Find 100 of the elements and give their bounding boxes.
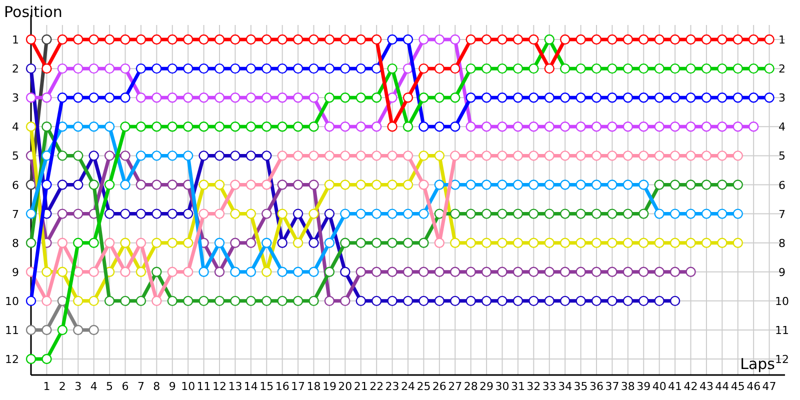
point [136, 296, 146, 306]
point [450, 238, 460, 248]
point [418, 63, 429, 74]
point [434, 296, 445, 306]
y-tick-label: 10 [5, 294, 19, 308]
point [167, 122, 178, 132]
point [230, 266, 240, 277]
point [670, 92, 680, 103]
point [182, 150, 194, 161]
point [497, 34, 508, 45]
point [544, 63, 554, 74]
point [88, 122, 99, 132]
point [152, 122, 162, 132]
point [88, 63, 99, 74]
point [638, 296, 649, 306]
point [466, 150, 476, 161]
y-tick-label: 1 [12, 34, 19, 47]
point [152, 208, 162, 219]
point [182, 92, 194, 103]
point [308, 296, 319, 306]
point [356, 34, 366, 45]
point [246, 150, 256, 161]
point [497, 150, 508, 161]
point [198, 296, 209, 306]
x-tick-label: 13 [228, 380, 242, 393]
point [104, 296, 115, 306]
x-tick-label: 27 [448, 380, 462, 393]
point [528, 238, 539, 248]
point [670, 208, 680, 219]
point [198, 208, 209, 219]
point [528, 296, 539, 306]
point [497, 296, 508, 306]
point [560, 208, 570, 219]
point [214, 238, 225, 248]
point [73, 34, 84, 45]
point [528, 122, 539, 132]
point [387, 238, 398, 248]
point [576, 63, 586, 74]
point [88, 150, 99, 161]
point [528, 150, 539, 161]
x-tick-label: 45 [730, 380, 745, 393]
x-tick-label: 37 [605, 380, 620, 393]
point [622, 208, 634, 219]
point [528, 180, 539, 190]
point [607, 122, 618, 132]
x-tick-label: 28 [464, 380, 478, 393]
point [481, 34, 492, 45]
point [371, 122, 382, 132]
point [42, 324, 52, 336]
y-axis-title: Position [4, 3, 62, 21]
point [622, 296, 634, 306]
point [26, 354, 36, 364]
point [701, 63, 712, 74]
x-tick-label: 38 [620, 380, 635, 393]
point [497, 180, 508, 190]
point [262, 266, 272, 277]
point [497, 63, 508, 74]
point [104, 122, 115, 132]
point [292, 92, 304, 103]
point [292, 296, 304, 306]
point [308, 122, 319, 132]
point [246, 180, 256, 190]
point [340, 34, 350, 45]
point [544, 92, 554, 103]
point [528, 34, 539, 45]
point [466, 180, 476, 190]
x-tick-label: 4 [90, 380, 98, 393]
point [262, 63, 272, 74]
point [638, 92, 649, 103]
point [764, 63, 774, 74]
point [136, 238, 146, 248]
x-tick-label: 10 [181, 380, 196, 393]
point [732, 34, 743, 45]
point [246, 92, 256, 103]
point [387, 180, 398, 190]
point [26, 238, 36, 248]
point [356, 208, 366, 219]
point [686, 238, 696, 248]
point [497, 266, 508, 277]
point [277, 63, 288, 74]
point [654, 92, 664, 103]
point [57, 92, 68, 103]
point [356, 63, 366, 74]
point [292, 208, 304, 219]
point [277, 150, 288, 161]
point [308, 180, 319, 190]
point [638, 208, 649, 219]
x-tick-label: 11 [196, 380, 211, 393]
point [42, 296, 52, 306]
point [717, 34, 728, 45]
point [136, 150, 146, 161]
point [607, 150, 618, 161]
point [120, 180, 130, 190]
point [356, 296, 366, 306]
point [120, 63, 130, 74]
point [576, 122, 586, 132]
point [214, 122, 225, 132]
point [104, 63, 115, 74]
y2-tick-label: 10 [775, 294, 789, 308]
point [528, 208, 539, 219]
